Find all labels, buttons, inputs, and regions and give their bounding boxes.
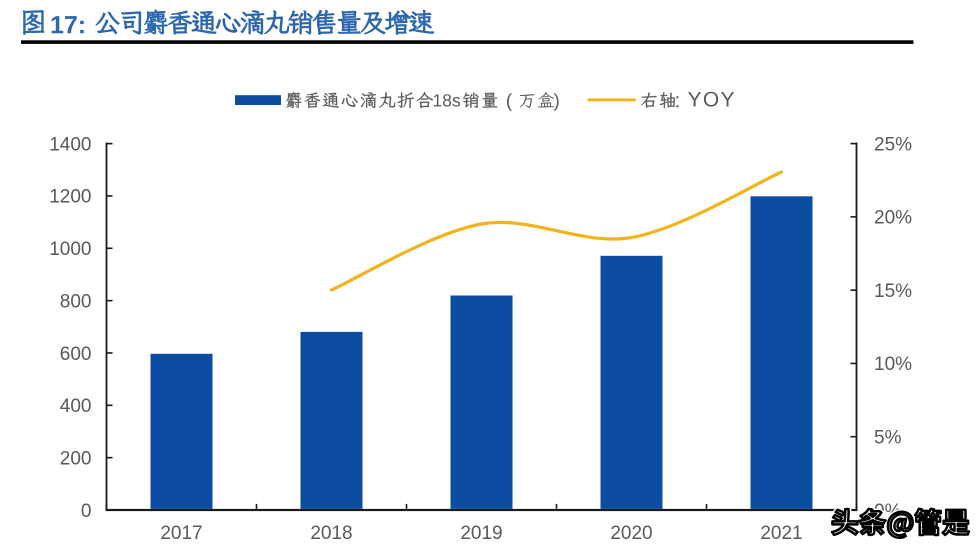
svg-text:200: 200 (60, 449, 92, 470)
svg-text:2020: 2020 (610, 523, 652, 544)
svg-text:15%: 15% (874, 281, 912, 302)
svg-text:20%: 20% (874, 208, 912, 229)
svg-text:2018: 2018 (310, 523, 352, 544)
svg-text:2017: 2017 (160, 523, 202, 544)
svg-text:2021: 2021 (760, 523, 802, 544)
svg-text:1200: 1200 (49, 187, 91, 208)
svg-text:25%: 25% (874, 134, 912, 155)
svg-text:800: 800 (60, 291, 92, 312)
svg-text:1400: 1400 (49, 134, 91, 155)
svg-text:600: 600 (60, 344, 92, 365)
svg-text:10%: 10% (874, 354, 912, 375)
svg-text:400: 400 (60, 396, 92, 417)
svg-text:1000: 1000 (49, 239, 91, 260)
svg-text:0: 0 (81, 501, 92, 522)
svg-text:5%: 5% (874, 428, 902, 449)
svg-text:2019: 2019 (460, 523, 502, 544)
